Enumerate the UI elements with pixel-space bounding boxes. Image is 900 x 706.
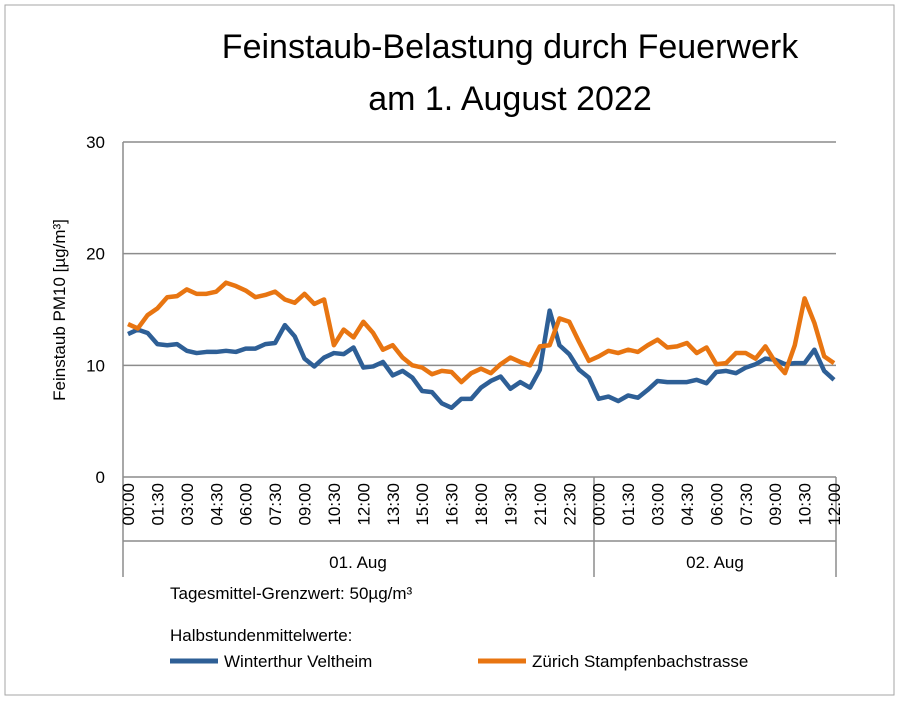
- x-tick-label: 21:00: [531, 483, 550, 526]
- x-tick-label: 15:00: [413, 483, 432, 526]
- x-tick-label: 01:30: [148, 483, 167, 526]
- x-tick-label: 03:00: [178, 483, 197, 526]
- x-tick-label: 07:30: [737, 483, 756, 526]
- legend-label-zurich: Zürich Stampfenbachstrasse: [532, 652, 748, 671]
- x-tick-label: 12:00: [825, 483, 844, 526]
- x-tick-label: 04:30: [207, 483, 226, 526]
- x-tick-label: 07:30: [266, 483, 285, 526]
- x-tick-label: 16:30: [443, 483, 462, 526]
- x-tick-label: 00:00: [590, 483, 609, 526]
- x-tick-label: 09:00: [296, 483, 315, 526]
- y-tick-label: 20: [86, 245, 105, 264]
- limit-note: Tagesmittel-Grenzwert: 50µg/m³: [170, 584, 413, 603]
- series-line-winterthur-veltheim: [127, 308, 836, 411]
- x-tick-label: 10:30: [325, 483, 344, 526]
- x-tick-label: 03:00: [649, 483, 668, 526]
- x-tick-label: 06:00: [237, 483, 256, 526]
- y-tick-label: 10: [86, 356, 105, 375]
- x-tick-label: 19:30: [501, 483, 520, 526]
- x-group-label: 01. Aug: [329, 553, 387, 572]
- x-tick-label: 10:30: [796, 483, 815, 526]
- y-axis-label: Feinstaub PM10 [µg/m³]: [50, 219, 69, 401]
- chart-title-line2: am 1. August 2022: [368, 80, 652, 118]
- y-tick-label: 0: [96, 468, 105, 487]
- x-tick-label: 22:30: [560, 483, 579, 526]
- y-tick-label: 30: [86, 133, 105, 152]
- x-tick-label: 13:30: [384, 483, 403, 526]
- x-tick-label: 04:30: [678, 483, 697, 526]
- x-tick-label: 06:00: [707, 483, 726, 526]
- chart-border: [4, 4, 895, 696]
- x-tick-label: 12:00: [354, 483, 373, 526]
- x-tick-label: 18:00: [472, 483, 491, 526]
- x-tick-label: 00:00: [119, 483, 138, 526]
- legend-label-winterthur: Winterthur Veltheim: [224, 652, 372, 671]
- series-line-z-rich-stampfenbachstrasse: [127, 280, 836, 385]
- legend-title: Halbstundenmittelwerte:: [170, 626, 352, 645]
- chart-title-line1: Feinstaub-Belastung durch Feuerwerk: [222, 28, 799, 66]
- x-tick-label: 09:00: [766, 483, 785, 526]
- x-tick-label: 01:30: [619, 483, 638, 526]
- x-group-label: 02. Aug: [686, 553, 744, 572]
